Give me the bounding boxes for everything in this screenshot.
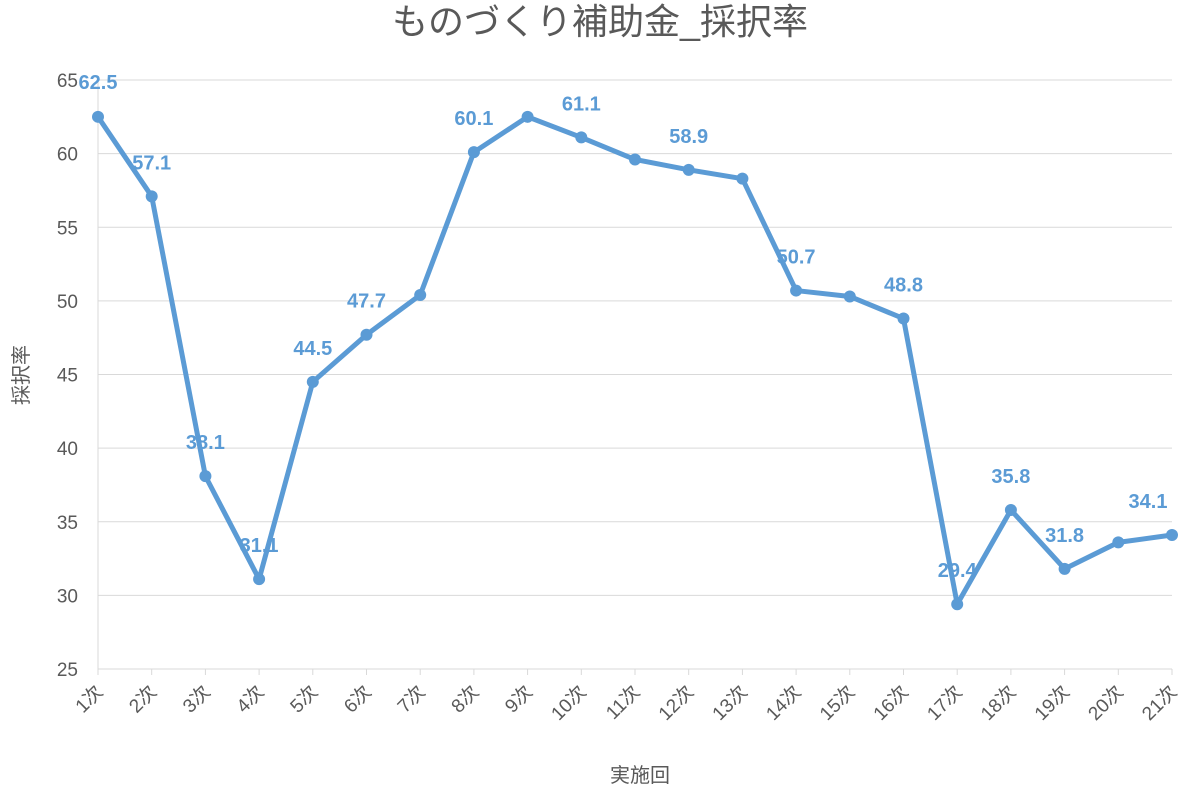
data-point: [575, 131, 588, 144]
y-axis-ticks: 25 30 35 40 45 50 55 60 65: [57, 71, 78, 681]
y-tick-label: 55: [57, 218, 78, 239]
x-tick-label: 17次: [923, 681, 967, 725]
x-tick-label: 16次: [869, 681, 913, 725]
x-axis-label: 実施回: [610, 764, 670, 787]
data-label: 60.1: [454, 108, 493, 130]
data-points: [92, 110, 1178, 611]
x-tick-label: 2次: [125, 681, 161, 717]
x-tick-label: 1次: [71, 681, 107, 717]
y-tick-label: 40: [57, 439, 78, 460]
data-point: [521, 110, 534, 123]
x-tick-label: 14次: [762, 681, 806, 725]
data-point: [629, 153, 641, 166]
x-tick-label: 8次: [447, 681, 483, 717]
y-tick-label: 30: [57, 586, 78, 607]
data-label: 34.1: [1129, 491, 1168, 513]
data-label: 47.7: [347, 291, 386, 313]
y-tick-label: 65: [57, 71, 78, 92]
x-tick-label: 9次: [501, 681, 537, 717]
x-tick-label: 6次: [340, 681, 376, 717]
y-tick-label: 50: [57, 292, 78, 313]
data-point: [306, 375, 319, 388]
data-labels: 62.5 57.1 38.1 31.1 44.5 47.7 60.1 61.1 58.9 50.7…: [79, 72, 1168, 582]
x-tick-label: 21次: [1138, 681, 1182, 725]
x-tick-label: 3次: [178, 681, 214, 717]
data-point: [253, 573, 266, 586]
data-label: 35.8: [991, 466, 1030, 488]
data-label: 31.8: [1045, 525, 1084, 547]
data-label: 62.5: [79, 72, 118, 94]
data-label: 48.8: [884, 275, 923, 297]
data-point: [414, 288, 427, 301]
data-label: 29.4: [938, 560, 978, 582]
x-tick-label: 5次: [286, 681, 322, 717]
data-point: [1112, 536, 1125, 549]
data-label: 31.1: [240, 535, 279, 557]
x-tick-label: 15次: [815, 681, 859, 725]
data-point: [1004, 503, 1017, 516]
data-label: 58.9: [669, 126, 708, 148]
x-tick-label: 4次: [232, 681, 268, 717]
x-tick-label: 20次: [1084, 681, 1128, 725]
x-tick-label: 11次: [602, 681, 645, 724]
data-point: [682, 163, 695, 176]
x-axis-ticks: 1次 2次 3次 4次 5次 6次 7次 8次 9次 10次 11次 12次 13次 14次 15次 16次 1…: [71, 669, 1182, 725]
data-point: [897, 312, 910, 325]
data-point: [1058, 562, 1071, 575]
data-point: [951, 598, 964, 611]
y-tick-label: 45: [57, 366, 78, 387]
data-label: 38.1: [186, 432, 225, 454]
data-point: [1166, 529, 1178, 542]
data-point: [145, 190, 158, 203]
y-tick-label: 60: [57, 145, 78, 166]
x-tick-label: 7次: [393, 681, 429, 717]
y-tick-label: 25: [57, 660, 78, 681]
data-point: [843, 290, 856, 303]
data-point: [467, 146, 480, 159]
x-tick-label: 19次: [1030, 681, 1074, 725]
data-label: 61.1: [562, 93, 601, 115]
data-label: 57.1: [132, 152, 171, 174]
data-point: [92, 110, 104, 123]
data-label: 50.7: [777, 247, 816, 269]
x-tick-label: 10次: [547, 681, 591, 725]
data-point: [199, 470, 212, 483]
data-point: [360, 328, 373, 341]
chart-title: ものづくり補助金_採択率: [392, 1, 808, 42]
y-tick-label: 35: [57, 513, 78, 534]
data-point: [790, 284, 803, 297]
x-tick-label: 13次: [708, 681, 752, 725]
series-line: [95, 114, 1175, 607]
data-point: [736, 172, 749, 185]
x-tick-label: 12次: [654, 681, 698, 725]
data-label: 44.5: [293, 338, 332, 360]
x-tick-label: 18次: [976, 681, 1020, 725]
y-axis-label: 採択率: [10, 345, 33, 405]
